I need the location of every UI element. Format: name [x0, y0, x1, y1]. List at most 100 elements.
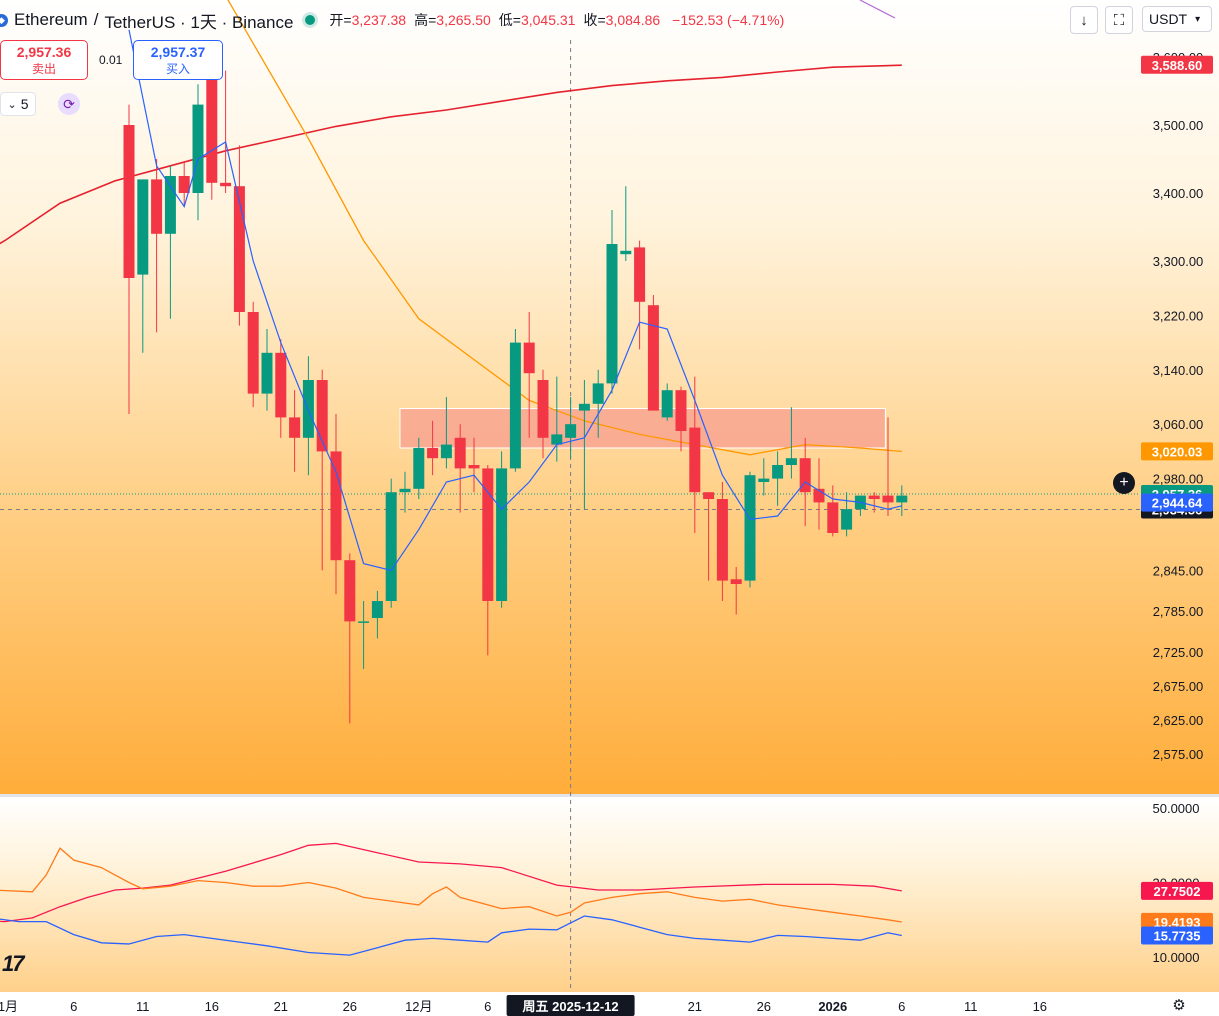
buy-button[interactable]: 2,957.37 买入 [133, 40, 223, 80]
candle-body [841, 509, 853, 530]
candle-body [799, 458, 811, 493]
time-axis-tick: 11 [964, 999, 978, 1014]
candle-body [289, 417, 301, 438]
time-axis-tick: 12月 [405, 999, 432, 1014]
di-plus-line [0, 847, 902, 923]
candle-body [772, 465, 784, 479]
candle-body [302, 380, 314, 438]
candle-body [661, 390, 673, 418]
price-axis-tick: 2,785.00 [1153, 604, 1204, 619]
price-axis-tick: 2,625.00 [1153, 713, 1204, 728]
time-axis-tick: 11月 [0, 999, 18, 1014]
price-axis-tick: 3,500.00 [1153, 118, 1204, 133]
fullscreen-button[interactable]: ⛶ [1105, 6, 1133, 34]
time-axis-tick: 21 [688, 999, 702, 1014]
currency-select[interactable]: USDT ▾ [1142, 6, 1212, 32]
time-axis-tick: 26 [343, 999, 357, 1014]
candle-body [523, 342, 535, 374]
candle-body [330, 451, 342, 561]
candle-body [882, 495, 894, 503]
crosshair-date-label-box [506, 995, 635, 1016]
candle-body [896, 495, 908, 503]
time-axis-tick: 2026 [818, 999, 847, 1014]
candle-body [634, 247, 646, 302]
price-change: −152.53 (−4.71%) [672, 12, 785, 28]
indicator-value-label-box [1141, 881, 1213, 900]
price-axis-tick: 3,300.00 [1153, 254, 1204, 269]
add-price-alert-plus-icon[interactable]: + [1113, 472, 1135, 494]
candle-body [675, 390, 687, 431]
legend-collapse-button[interactable]: ⌄ 5 [0, 92, 36, 116]
candle-body [758, 478, 770, 482]
buy-label: 买入 [165, 61, 190, 76]
ma-fast-line [128, 29, 902, 572]
symbol-base[interactable]: Ethereum [14, 10, 88, 29]
candle-body [316, 380, 328, 452]
candle-body [551, 434, 563, 445]
candle-body [413, 448, 425, 489]
candle-body [730, 579, 742, 584]
candle-body [151, 179, 163, 234]
ethereum-logo-icon[interactable]: ◆ [0, 13, 8, 27]
candle-body [744, 475, 756, 581]
candle-body [123, 125, 135, 278]
time-axis-tick: 21 [274, 999, 288, 1014]
candle-body [482, 468, 494, 601]
candle-body [440, 444, 452, 459]
ohlc-low-value: 3,045.31 [520, 12, 576, 28]
sell-price: 2,957.36 [16, 43, 72, 60]
adx-line [0, 842, 902, 923]
pane-separator[interactable] [0, 794, 1219, 797]
indicator-value-label-box [1141, 912, 1213, 931]
arrow-down-icon: ↓ [1080, 11, 1088, 29]
scroll-to-latest-button[interactable]: ↓ [1070, 6, 1098, 34]
ohlc-close-value: 3,084.86 [605, 12, 661, 28]
indicator-axis-tick: 10.0000 [1153, 950, 1200, 965]
candle-body [509, 342, 521, 469]
time-axis-tick: 11 [136, 999, 150, 1014]
price-axis-tick: 3,140.00 [1153, 363, 1204, 378]
gear-icon[interactable]: ⚙ [1172, 997, 1186, 1014]
ohlc-open-label: 开= [329, 12, 352, 28]
candle-body [427, 448, 439, 459]
sell-button[interactable]: 2,957.36 卖出 [0, 40, 88, 80]
price-axis-tick: 3,400.00 [1153, 186, 1204, 201]
indicator-value-label: 15.7735 [1154, 929, 1201, 944]
candle-body [192, 104, 204, 193]
fullscreen-icon: ⛶ [1113, 11, 1125, 29]
indicator-axis-tick: 50.0000 [1153, 801, 1200, 816]
candle-body [813, 488, 825, 503]
price-label-box [1141, 442, 1213, 461]
candle-body [592, 383, 604, 404]
symbol-slash: / [93, 10, 99, 29]
candle-body [178, 176, 190, 193]
ma-purple-line-fragment [859, 0, 896, 19]
candle-body [206, 57, 218, 183]
indicator-value-label: 27.7502 [1154, 884, 1201, 899]
price-axis-tick: 3,220.00 [1153, 308, 1204, 323]
symbol-quote-exchange[interactable]: TetherUS · 1天 · Binance [104, 12, 294, 32]
ohlc-low-label: 低= [498, 12, 521, 28]
candle-body [716, 499, 728, 581]
time-axis-tick: 6 [898, 999, 905, 1014]
price-axis-tick: 2,980.00 [1153, 472, 1204, 487]
candle-body [358, 621, 370, 623]
time-axis-tick: 16 [1033, 999, 1047, 1014]
refresh-icon[interactable]: ⟳ [58, 93, 80, 115]
indicator-value-label: 19.4193 [1154, 915, 1201, 930]
candle-body [371, 601, 383, 618]
ohlc-close-label: 收= [583, 12, 606, 28]
candle-body [689, 427, 701, 493]
tradingview-logo[interactable]: 17 [2, 951, 25, 976]
candle-body [468, 465, 480, 469]
candle-body [275, 352, 287, 418]
candle-body [220, 182, 232, 187]
candle-body [785, 458, 797, 465]
ohlc-high-label: 高= [414, 12, 437, 28]
candle-body [606, 244, 618, 384]
candle-body [703, 492, 715, 499]
candle-body [647, 305, 659, 411]
market-open-dot-icon [305, 15, 316, 25]
